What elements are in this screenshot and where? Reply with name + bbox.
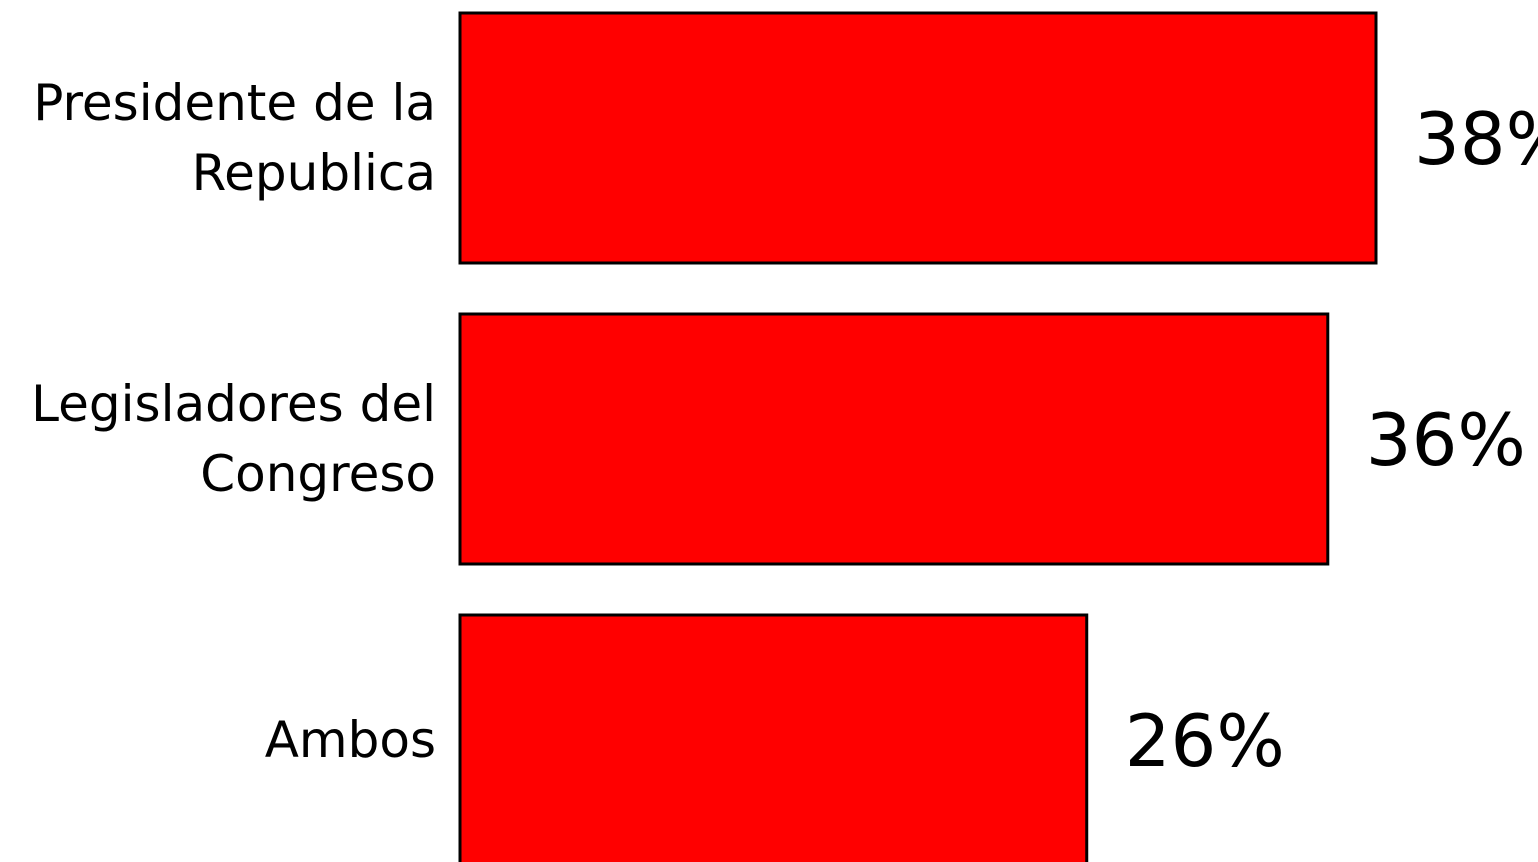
value-label-2: 26% xyxy=(1125,699,1285,783)
value-label-1: 36% xyxy=(1366,398,1526,482)
bar-0 xyxy=(458,11,1378,265)
category-label-2: Ambos xyxy=(265,711,436,769)
category-label-line: Congreso xyxy=(200,445,436,503)
category-label-line: Legisladores del xyxy=(31,375,436,433)
category-label-0: Presidente de la Republica xyxy=(33,74,436,202)
bar-1 xyxy=(458,312,1330,566)
bar-2 xyxy=(458,613,1089,862)
category-label-line: Ambos xyxy=(265,711,436,769)
value-label-0: 38% xyxy=(1414,97,1538,181)
category-label-line: Republica xyxy=(192,144,436,202)
category-label-line: Presidente de la xyxy=(33,74,436,132)
category-label-1: Legisladores del Congreso xyxy=(31,375,436,503)
